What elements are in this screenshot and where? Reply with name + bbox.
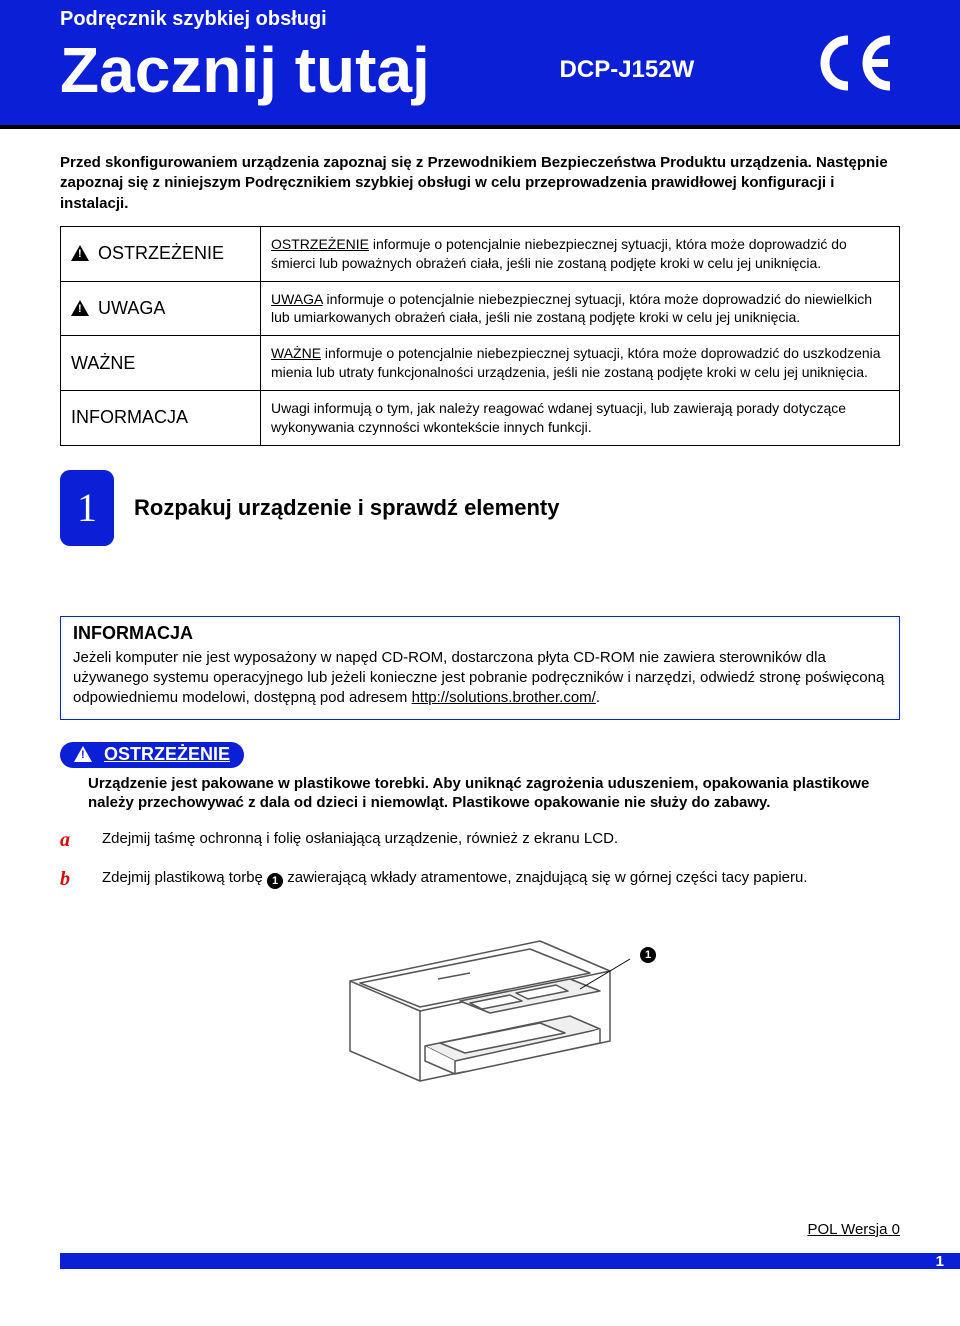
def-label: UWAGA xyxy=(61,281,261,336)
substep-letter: a xyxy=(60,829,102,852)
substep-a: a Zdejmij taśmę ochronną i folię osłania… xyxy=(60,829,900,852)
ce-mark-icon xyxy=(814,34,900,106)
def-desc: WAŻNE informuje o potencjalnie niebezpie… xyxy=(261,336,900,391)
def-label-text: OSTRZEŻENIE xyxy=(98,243,224,263)
def-desc-lead: UWAGA xyxy=(271,291,323,307)
def-desc: UWAGA informuje o potencjalnie niebezpie… xyxy=(261,281,900,336)
callout-marker: 1 xyxy=(267,873,283,889)
table-row: INFORMACJA Uwagi informują o tym, jak na… xyxy=(61,391,900,446)
table-row: OSTRZEŻENIE OSTRZEŻENIE informuje o pote… xyxy=(61,226,900,281)
step-number-badge: 1 xyxy=(60,470,114,546)
substep-text-post: zawierającą wkłady atramentowe, znajdują… xyxy=(283,869,807,886)
header-row: Zacznij tutaj DCP-J152W xyxy=(60,33,900,107)
callout-marker: 1 xyxy=(640,947,656,963)
def-label-text: UWAGA xyxy=(98,298,165,318)
warning-triangle-icon xyxy=(74,746,92,762)
warning-pill-label: OSTRZEŻENIE xyxy=(104,744,230,764)
def-label: OSTRZEŻENIE xyxy=(61,226,261,281)
header-title: Zacznij tutaj xyxy=(60,33,430,107)
step-title: Rozpakuj urządzenie i sprawdź elementy xyxy=(134,495,559,521)
warning-triangle-icon xyxy=(71,245,89,261)
warning-body: Urządzenie jest pakowane w plastikowe to… xyxy=(88,774,900,813)
footer-bar xyxy=(60,1253,960,1269)
def-desc-body: informuje o potencjalnie niebezpiecznej … xyxy=(271,291,872,326)
substep-text: Zdejmij taśmę ochronną i folię osłaniają… xyxy=(102,829,618,852)
intro-text: Przed skonfigurowaniem urządzenia zapozn… xyxy=(60,153,900,214)
table-row: WAŻNE WAŻNE informuje o potencjalnie nie… xyxy=(61,336,900,391)
info-box-body-post: . xyxy=(596,689,600,706)
def-label-text: WAŻNE xyxy=(71,353,135,373)
def-desc: OSTRZEŻENIE informuje o potencjalnie nie… xyxy=(261,226,900,281)
def-desc-lead: WAŻNE xyxy=(271,345,321,361)
info-box-link[interactable]: http://solutions.brother.com/ xyxy=(412,689,596,706)
info-box-body: Jeżeli komputer nie jest wyposażony w na… xyxy=(73,648,887,709)
warning-triangle-icon xyxy=(71,300,89,316)
substep-letter: b xyxy=(60,868,102,891)
info-box-title: INFORMACJA xyxy=(73,623,887,644)
def-desc: Uwagi informują o tym, jak należy reagow… xyxy=(261,391,900,446)
header-model: DCP-J152W xyxy=(560,56,695,84)
def-desc-lead: OSTRZEŻENIE xyxy=(271,236,369,252)
definitions-table: OSTRZEŻENIE OSTRZEŻENIE informuje o pote… xyxy=(60,226,900,446)
warning-pill: OSTRZEŻENIE xyxy=(60,742,244,768)
step-1-row: 1 Rozpakuj urządzenie i sprawdź elementy xyxy=(60,470,900,546)
substep-text: Zdejmij plastikową torbę 1 zawierającą w… xyxy=(102,868,808,891)
footer: POL Wersja 0 1 xyxy=(0,1221,960,1281)
header-subtitle: Podręcznik szybkiej obsługi xyxy=(60,8,900,31)
table-row: UWAGA UWAGA informuje o potencjalnie nie… xyxy=(61,281,900,336)
def-desc-body: informuje o potencjalnie niebezpiecznej … xyxy=(271,345,881,380)
substep-b: b Zdejmij plastikową torbę 1 zawierającą… xyxy=(60,868,900,891)
footer-version: POL Wersja 0 xyxy=(807,1221,900,1238)
def-label: WAŻNE xyxy=(61,336,261,391)
content-area: Przed skonfigurowaniem urządzenia zapozn… xyxy=(0,129,960,1101)
substep-text-pre: Zdejmij plastikową torbę xyxy=(102,869,267,886)
header-band: Podręcznik szybkiej obsługi Zacznij tuta… xyxy=(0,0,960,125)
info-box: INFORMACJA Jeżeli komputer nie jest wypo… xyxy=(60,616,900,720)
def-label: INFORMACJA xyxy=(61,391,261,446)
def-label-text: INFORMACJA xyxy=(71,407,188,427)
printer-illustration: 1 xyxy=(310,911,650,1101)
def-desc-body: Uwagi informują o tym, jak należy reagow… xyxy=(271,400,846,435)
footer-page-number: 1 xyxy=(936,1253,944,1270)
